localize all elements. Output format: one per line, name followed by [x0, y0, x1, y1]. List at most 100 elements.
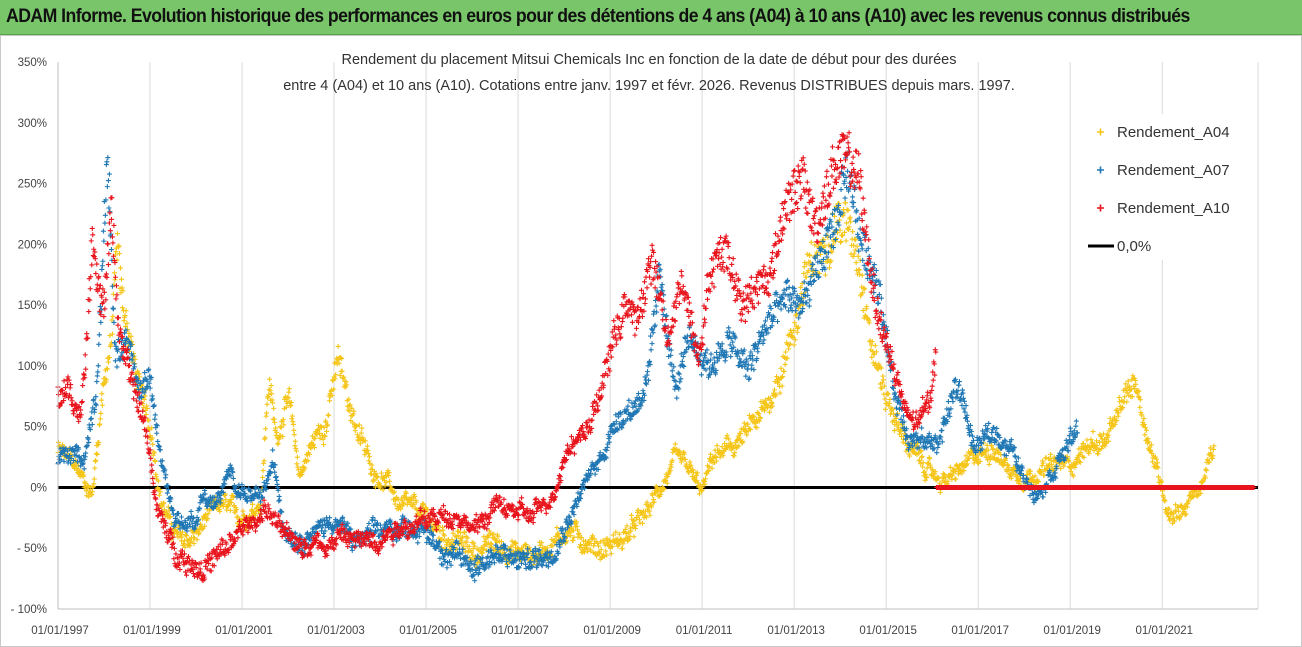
data-point — [354, 432, 360, 438]
data-point — [286, 386, 292, 392]
data-point — [61, 378, 67, 384]
data-point — [779, 383, 785, 389]
data-point — [105, 241, 111, 247]
data-point — [470, 552, 476, 558]
data-point — [1142, 432, 1148, 438]
data-point — [726, 436, 732, 442]
data-point — [170, 511, 176, 517]
data-point — [472, 543, 478, 549]
data-point — [773, 391, 779, 397]
data-point — [284, 520, 290, 526]
data-point — [164, 490, 170, 496]
data-point — [720, 453, 726, 459]
data-point — [81, 473, 87, 479]
data-point — [994, 425, 1000, 431]
data-point — [852, 247, 858, 253]
data-point — [354, 423, 360, 429]
data-point — [855, 253, 861, 259]
data-point — [702, 481, 708, 487]
data-point — [392, 489, 398, 495]
data-point — [509, 538, 515, 544]
data-point — [677, 379, 683, 385]
data-point — [714, 349, 720, 355]
data-point — [83, 366, 89, 372]
data-point — [113, 296, 119, 302]
data-point — [154, 430, 160, 436]
data-point — [724, 432, 730, 438]
data-point — [386, 470, 392, 476]
data-point — [480, 546, 486, 552]
data-point — [152, 458, 158, 464]
data-point — [598, 547, 604, 553]
data-point — [95, 363, 101, 369]
data-point — [311, 445, 317, 451]
data-point — [591, 543, 597, 549]
data-point — [1084, 437, 1090, 443]
data-point — [321, 533, 327, 539]
data-point — [411, 501, 417, 507]
data-point — [860, 257, 866, 263]
data-point — [85, 483, 91, 489]
data-point — [749, 362, 755, 368]
data-point — [109, 195, 115, 201]
data-point — [327, 398, 333, 404]
data-point — [324, 428, 330, 434]
data-point — [68, 382, 74, 388]
data-point — [647, 512, 653, 518]
data-point — [550, 543, 556, 549]
data-point — [469, 549, 475, 555]
data-point — [687, 459, 693, 465]
data-point — [152, 412, 158, 418]
chart-grid — [57, 62, 1259, 609]
data-point — [101, 238, 107, 244]
data-point — [322, 433, 328, 439]
data-point — [723, 435, 729, 441]
data-point — [934, 450, 940, 456]
data-point — [105, 359, 111, 365]
data-point — [678, 376, 684, 382]
data-point — [1073, 423, 1079, 429]
data-point — [91, 481, 97, 487]
data-point — [631, 534, 637, 540]
data-point — [495, 534, 501, 540]
data-point — [573, 519, 579, 525]
data-point — [537, 542, 543, 548]
data-point — [441, 533, 447, 539]
data-point — [1040, 494, 1046, 500]
data-point — [339, 368, 345, 374]
data-point — [846, 224, 852, 230]
data-point — [842, 195, 848, 201]
data-point — [230, 494, 236, 500]
data-point — [104, 184, 110, 190]
data-point — [168, 521, 174, 527]
data-point — [851, 242, 857, 248]
data-point — [194, 537, 200, 543]
data-point — [953, 476, 959, 482]
data-point — [1099, 446, 1105, 452]
data-point — [970, 433, 976, 439]
data-point — [857, 271, 863, 277]
data-point — [103, 377, 109, 383]
data-point — [778, 306, 784, 312]
data-point — [871, 262, 877, 268]
data-point — [632, 518, 638, 524]
data-point — [269, 391, 275, 397]
data-point — [755, 349, 761, 355]
data-point — [745, 421, 751, 427]
data-point — [1005, 462, 1011, 468]
data-point — [875, 300, 881, 306]
data-point — [939, 427, 945, 433]
data-point — [853, 237, 859, 243]
data-point — [294, 454, 300, 460]
data-point — [102, 306, 108, 312]
data-point — [308, 445, 314, 451]
data-point — [597, 551, 603, 557]
data-point — [92, 465, 98, 471]
data-point — [192, 535, 198, 541]
data-point — [153, 422, 159, 428]
data-point — [491, 531, 497, 537]
data-point — [420, 501, 426, 507]
data-point — [783, 349, 789, 355]
data-point — [624, 523, 630, 529]
data-point — [116, 251, 122, 257]
